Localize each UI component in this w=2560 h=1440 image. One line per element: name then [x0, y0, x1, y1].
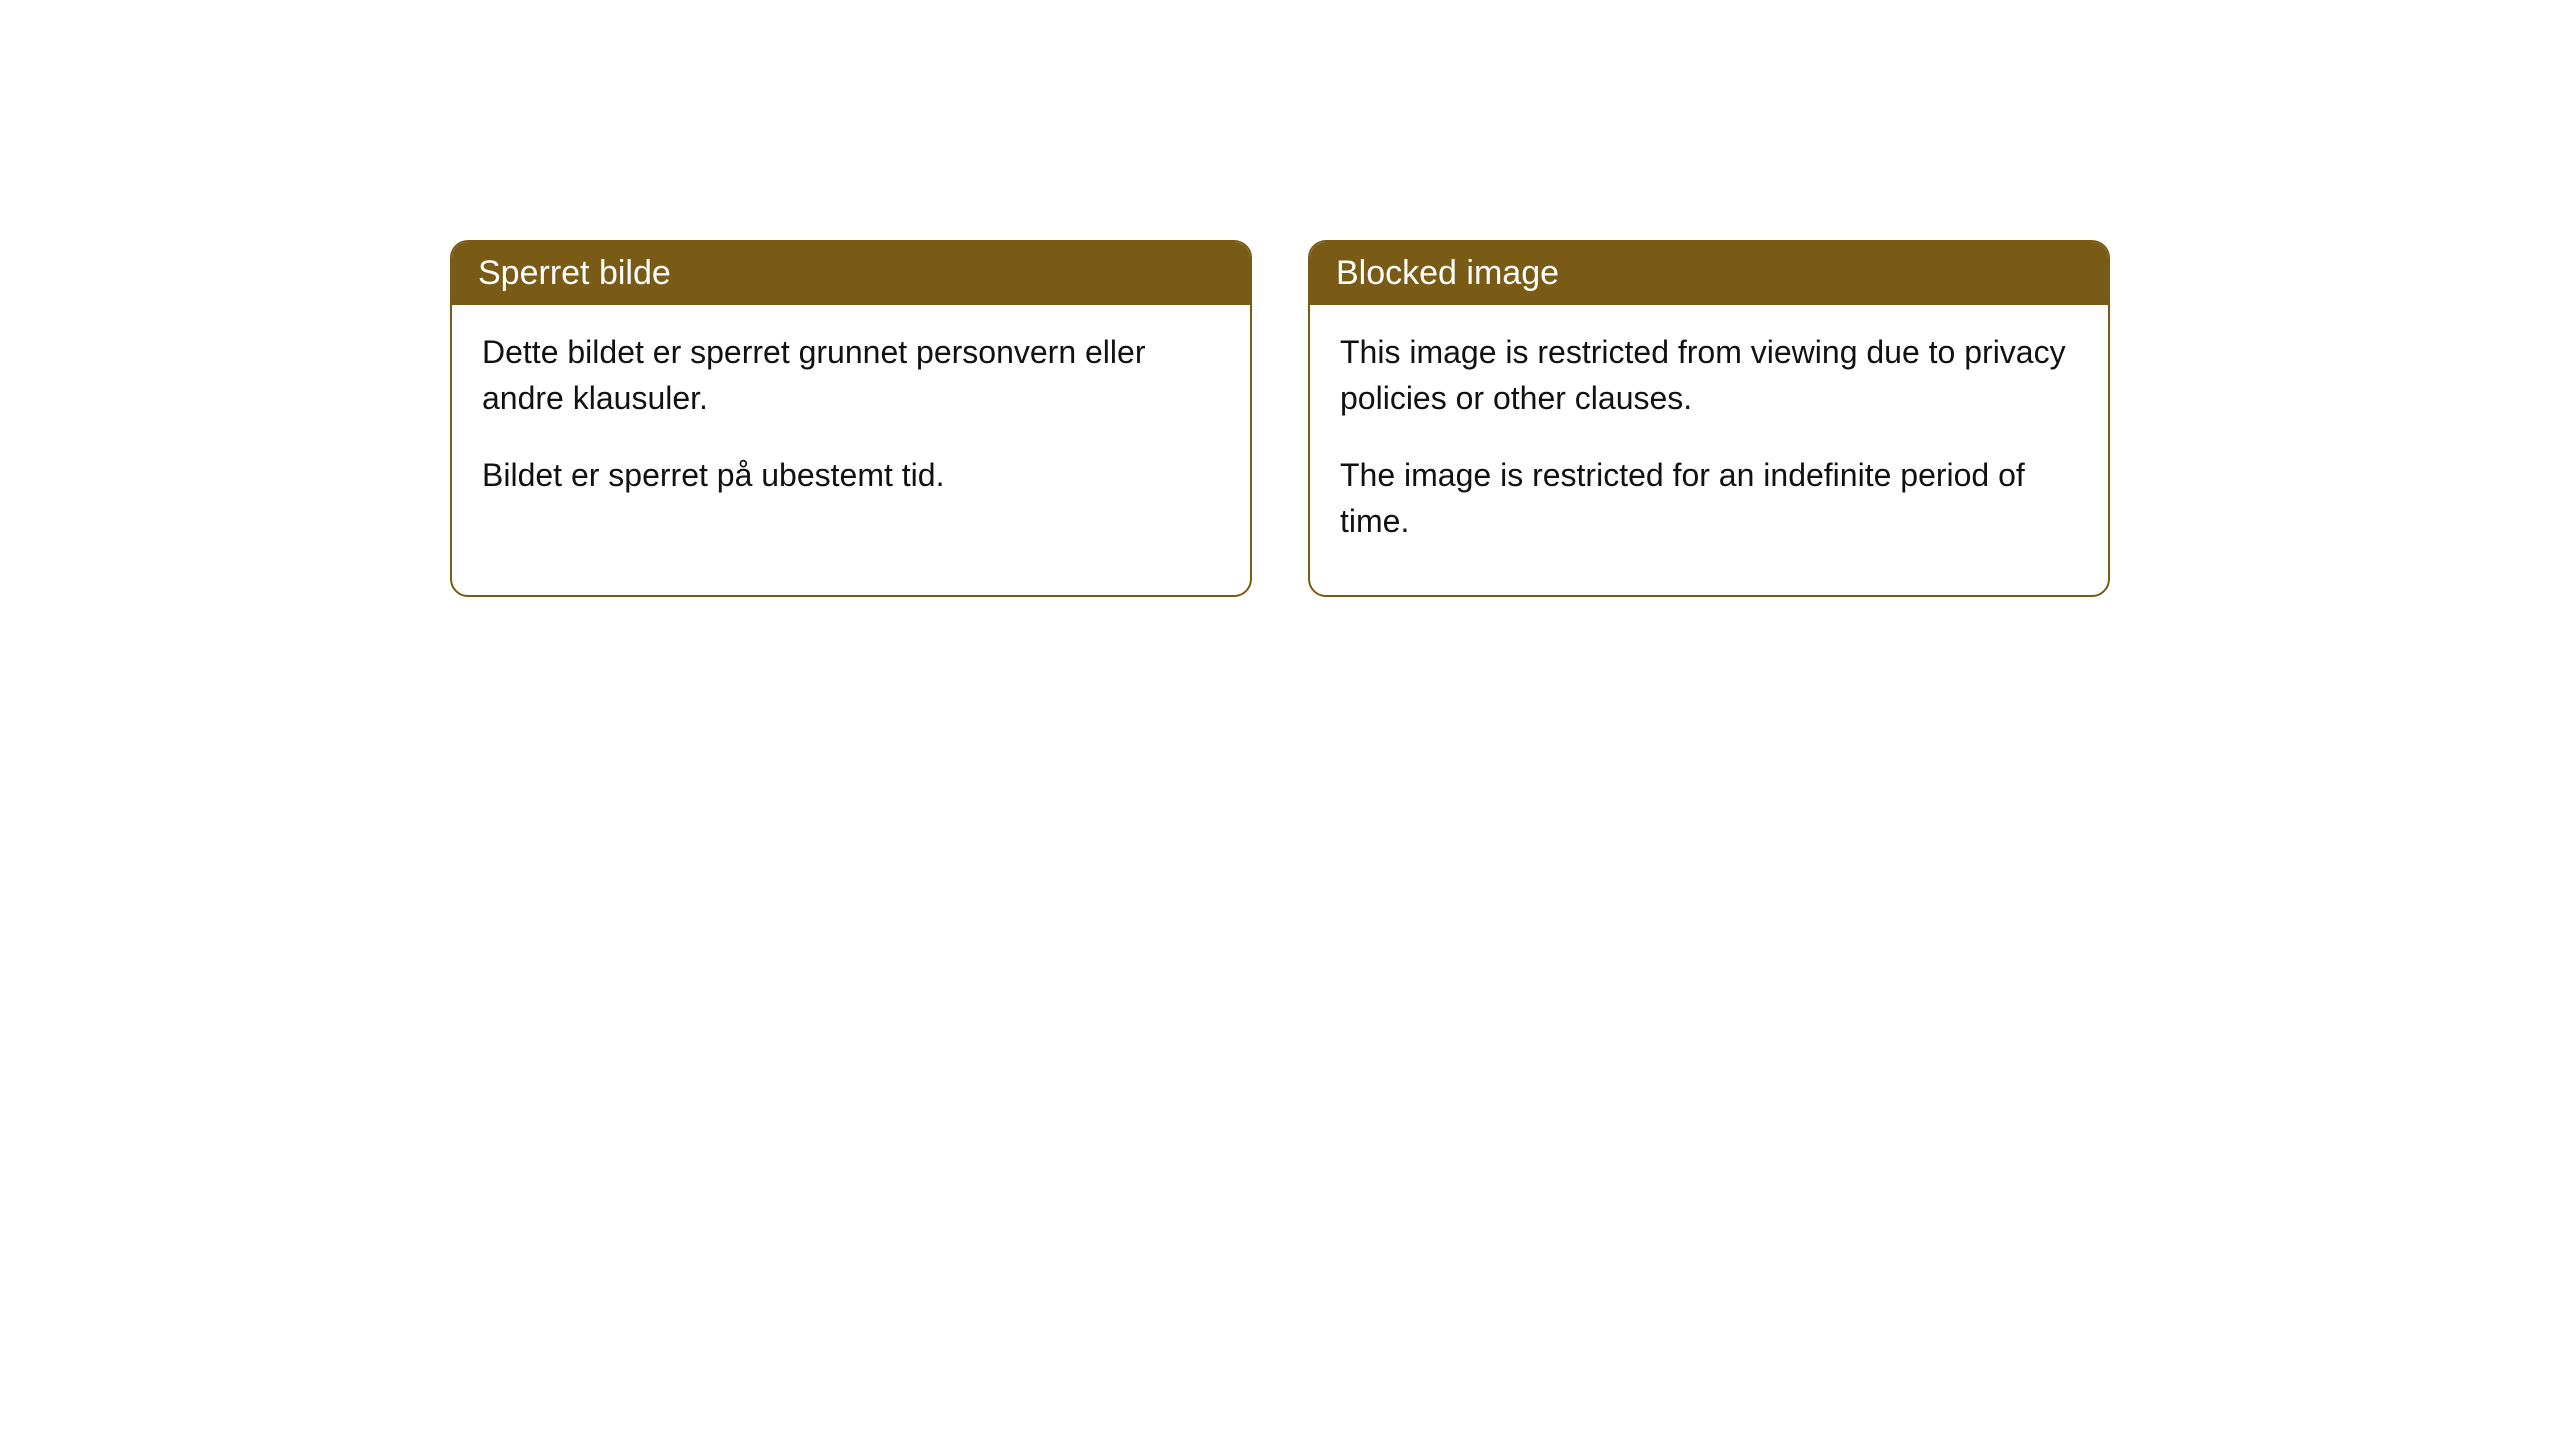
blocked-image-card-english: Blocked image This image is restricted f…: [1308, 240, 2110, 597]
card-paragraph-2-english: The image is restricted for an indefinit…: [1340, 452, 2078, 545]
blocked-image-card-norwegian: Sperret bilde Dette bildet er sperret gr…: [450, 240, 1252, 597]
card-body-english: This image is restricted from viewing du…: [1310, 305, 2108, 595]
card-body-norwegian: Dette bildet er sperret grunnet personve…: [452, 305, 1250, 548]
card-header-norwegian: Sperret bilde: [452, 242, 1250, 305]
card-paragraph-1-norwegian: Dette bildet er sperret grunnet personve…: [482, 329, 1220, 422]
card-paragraph-2-norwegian: Bildet er sperret på ubestemt tid.: [482, 452, 1220, 498]
card-title-norwegian: Sperret bilde: [478, 254, 671, 292]
alert-cards-container: Sperret bilde Dette bildet er sperret gr…: [450, 240, 2560, 597]
card-title-english: Blocked image: [1336, 254, 1559, 292]
card-paragraph-1-english: This image is restricted from viewing du…: [1340, 329, 2078, 422]
card-header-english: Blocked image: [1310, 242, 2108, 305]
